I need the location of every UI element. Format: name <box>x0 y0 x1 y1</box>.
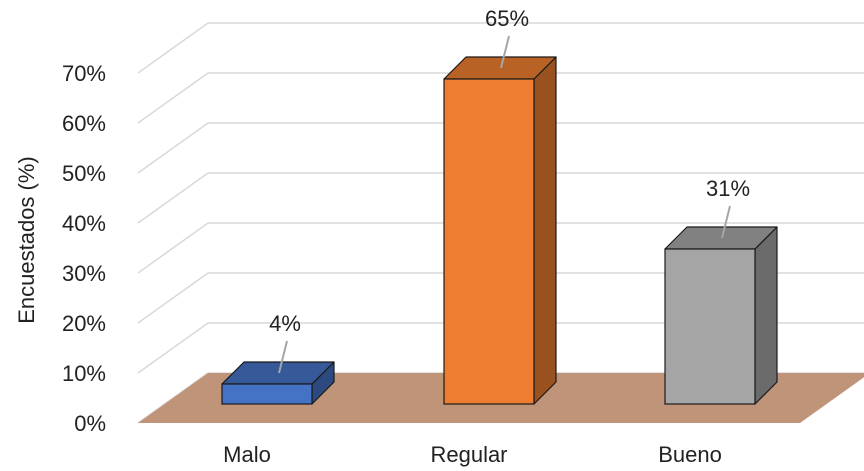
data-label: 31% <box>706 176 750 201</box>
y-tick-label: 60% <box>62 111 106 136</box>
y-axis-label: Encuestados (%) <box>14 156 39 324</box>
gridline-diagonal <box>137 22 209 74</box>
data-label: 4% <box>269 311 301 336</box>
gridline-diagonal <box>137 72 209 124</box>
bar-bueno <box>664 226 778 405</box>
x-axis-categories: Malo Regular Bueno <box>223 442 722 467</box>
data-labels: 4% 65% 31% <box>269 6 750 374</box>
data-label-leader <box>721 205 731 239</box>
bar-side-face <box>754 226 778 405</box>
bar-front-face <box>664 248 756 405</box>
y-tick-label: 20% <box>62 311 106 336</box>
y-tick-label: 30% <box>62 261 106 286</box>
bars <box>221 56 778 405</box>
gridline-diagonal <box>137 272 209 324</box>
gridline-diagonal <box>137 222 209 274</box>
y-tick-label: 50% <box>62 161 106 186</box>
bar-regular <box>443 56 557 405</box>
y-tick-label: 70% <box>62 61 106 86</box>
x-category-label: Malo <box>223 442 271 467</box>
bar-front-face <box>443 78 535 405</box>
data-label-leader <box>278 340 288 374</box>
gridline-diagonal <box>137 172 209 224</box>
gridline-diagonal <box>137 322 209 374</box>
y-tick-label: 10% <box>62 361 106 386</box>
x-category-label: Bueno <box>658 442 722 467</box>
y-axis-ticks: 0% 10% 20% 30% 40% 50% 60% 70% <box>62 61 106 436</box>
x-category-label: Regular <box>430 442 507 467</box>
bar-malo <box>221 361 335 405</box>
gridline-diagonal <box>137 122 209 174</box>
bar-side-face <box>533 56 557 405</box>
data-label: 65% <box>485 6 529 31</box>
data-label-leader <box>500 35 510 69</box>
y-tick-label: 0% <box>74 411 106 436</box>
y-tick-label: 40% <box>62 211 106 236</box>
bar-front-face <box>221 383 313 405</box>
